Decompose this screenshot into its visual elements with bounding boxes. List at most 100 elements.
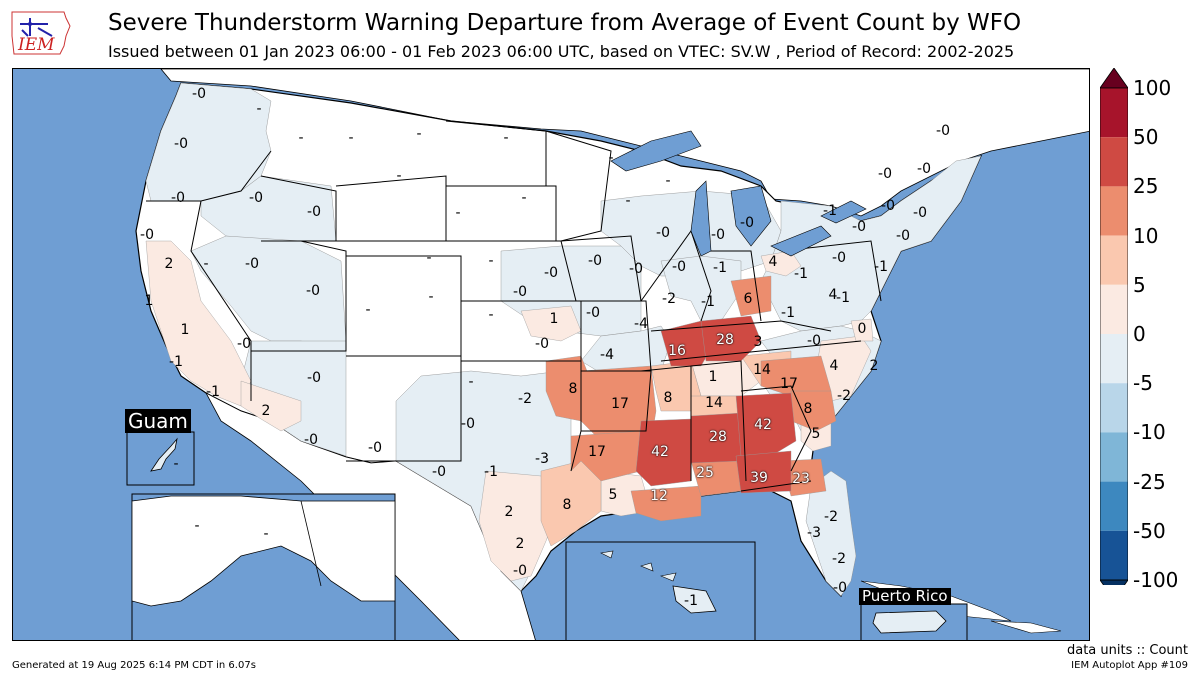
wfo-value-label: 2 <box>515 536 525 552</box>
colorbar-tick-label: 5 <box>1133 272 1146 297</box>
wfo-value-label: 14 <box>705 395 723 411</box>
puerto-rico-inset <box>860 603 968 640</box>
wfo-value-label: - <box>665 173 671 189</box>
colorbar-segment <box>1100 432 1128 482</box>
wfo-value-label: -1 <box>484 464 498 480</box>
wfo-value-label: -0 <box>304 432 318 448</box>
wfo-value-label: -0 <box>807 333 821 349</box>
wfo-value-label: -0 <box>307 204 321 220</box>
colorbar-tick-label: -25 <box>1133 469 1166 494</box>
wfo-value-label: -0 <box>513 284 527 300</box>
page-title: Severe Thunderstorm Warning Departure fr… <box>108 10 1022 36</box>
data-units-label: data units :: Count <box>1066 643 1188 658</box>
colorbar-segment <box>1100 88 1128 138</box>
wfo-value-label: -0 <box>588 253 602 269</box>
colorbar-segment <box>1100 334 1128 384</box>
wfo-value-label: -3 <box>807 525 821 541</box>
colorbar-min-extend <box>1100 579 1128 585</box>
wfo-value-label: - <box>455 205 461 221</box>
map-canvas <box>126 69 1089 640</box>
wfo-value-label: -0 <box>878 166 892 182</box>
hispaniola-land <box>990 620 1062 634</box>
wfo-value-label: 4 <box>828 287 838 303</box>
wfo-value-label: -0 <box>913 205 927 221</box>
wfo-value-label: 3 <box>753 334 763 350</box>
wfo-value-label: -2 <box>824 509 838 525</box>
wfo-value-label: - <box>503 130 509 146</box>
wfo-value-label: 5 <box>608 487 618 503</box>
wfo-value-label: - <box>416 126 422 142</box>
wfo-value-label: 5 <box>811 426 821 442</box>
colorbar-segment <box>1100 186 1128 236</box>
svg-text:IEM: IEM <box>17 35 55 55</box>
wfo-value-label: -2 <box>832 551 846 567</box>
wfo-value-label: -0 <box>936 123 950 139</box>
wfo-value-label: 1 <box>180 322 190 338</box>
guam-inset-title: Guam <box>125 409 191 433</box>
wfo-value-label: -1 <box>794 266 808 282</box>
wfo-value-label: 1 <box>144 293 154 309</box>
wfo-value-label: 8 <box>803 401 813 417</box>
wfo-value-label: -1 <box>781 305 795 321</box>
wfo-value-label: - <box>365 302 371 318</box>
wfo-value-label: -0 <box>711 227 725 243</box>
wfo-value-label: -0 <box>237 336 251 352</box>
wfo-value-label: -0 <box>306 283 320 299</box>
colorbar-tick-label: 50 <box>1133 125 1159 150</box>
hawaii-inset <box>565 541 756 640</box>
autoplot-app-label: IEM Autoplot App #109 <box>1071 660 1188 671</box>
wfo-value-label: - <box>468 374 474 390</box>
colorbar-tick-label: -5 <box>1133 371 1153 396</box>
wfo-value-label: -1 <box>169 354 183 370</box>
wfo-value-label: 28 <box>716 332 734 348</box>
wfo-value-label: 8 <box>663 390 673 406</box>
wfo-value-label: -0 <box>245 256 259 272</box>
map-panel: -0- -0- - - - -0 -0 -0- - - - - - -0 2- -0 -0- - -0 -0 -0 -0-… <box>12 68 1090 641</box>
wfo-value-label: - <box>396 168 402 184</box>
colorbar-tick-label: 100 <box>1133 76 1172 100</box>
wfo-value-label: -0 <box>535 336 549 352</box>
wfo-value-label: - <box>173 456 179 472</box>
wfo-value-label: 4 <box>768 254 778 270</box>
wfo-value-label: -0 <box>629 261 643 277</box>
wfo-value-label: 17 <box>780 376 798 392</box>
colorbar-tick-label: 25 <box>1133 174 1159 199</box>
wfo-value-label: 17 <box>611 396 629 412</box>
colorbar-segment <box>1100 383 1128 433</box>
wfo-value-label: -0 <box>881 198 895 214</box>
page-subtitle: Issued between 01 Jan 2023 06:00 - 01 Fe… <box>108 42 1015 61</box>
wfo-value-label: 1 <box>708 369 718 385</box>
wfo-value-label: -0 <box>833 580 847 596</box>
wfo-value-label: - <box>488 253 494 269</box>
wfo-value-label: - <box>194 518 200 534</box>
wfo-value-label: - <box>426 250 432 266</box>
wfo-value-label: -4 <box>634 316 648 332</box>
iem-logo: IEM <box>8 6 74 58</box>
wfo-value-label: - <box>263 526 269 542</box>
wfo-value-label: -0 <box>307 370 321 386</box>
wfo-value-label: - <box>203 256 209 272</box>
wfo-value-label: - <box>428 289 434 305</box>
wfo-value-label: 6 <box>743 291 753 307</box>
wfo-value-label: -0 <box>513 563 527 579</box>
puerto-rico-inset-title: Puerto Rico <box>859 588 951 605</box>
colorbar-tick-label: 10 <box>1133 223 1159 248</box>
colorbar-segment <box>1100 481 1128 531</box>
colorbar-segment <box>1100 284 1128 334</box>
wfo-value-label: -0 <box>368 440 382 456</box>
wfo-value-label: -1 <box>836 290 850 306</box>
wfo-value-label: 2 <box>261 403 271 419</box>
guam-inset <box>126 431 195 486</box>
wfo-value-label: -0 <box>249 190 263 206</box>
wfo-value-label: -1 <box>823 203 837 219</box>
wfo-value-label: - <box>348 130 354 146</box>
colorbar-max-extend <box>1100 68 1128 89</box>
wfo-value-label: 1 <box>549 311 559 327</box>
colorbar-segment <box>1100 235 1128 285</box>
wfo-value-label: 0 <box>857 321 867 337</box>
colorbar-tick-label: -50 <box>1133 518 1166 543</box>
wfo-value-label: -4 <box>600 347 614 363</box>
wfo-value-label: 23 <box>792 471 810 487</box>
wfo-value-label: 42 <box>651 444 669 460</box>
wfo-value-label: - <box>298 130 304 146</box>
